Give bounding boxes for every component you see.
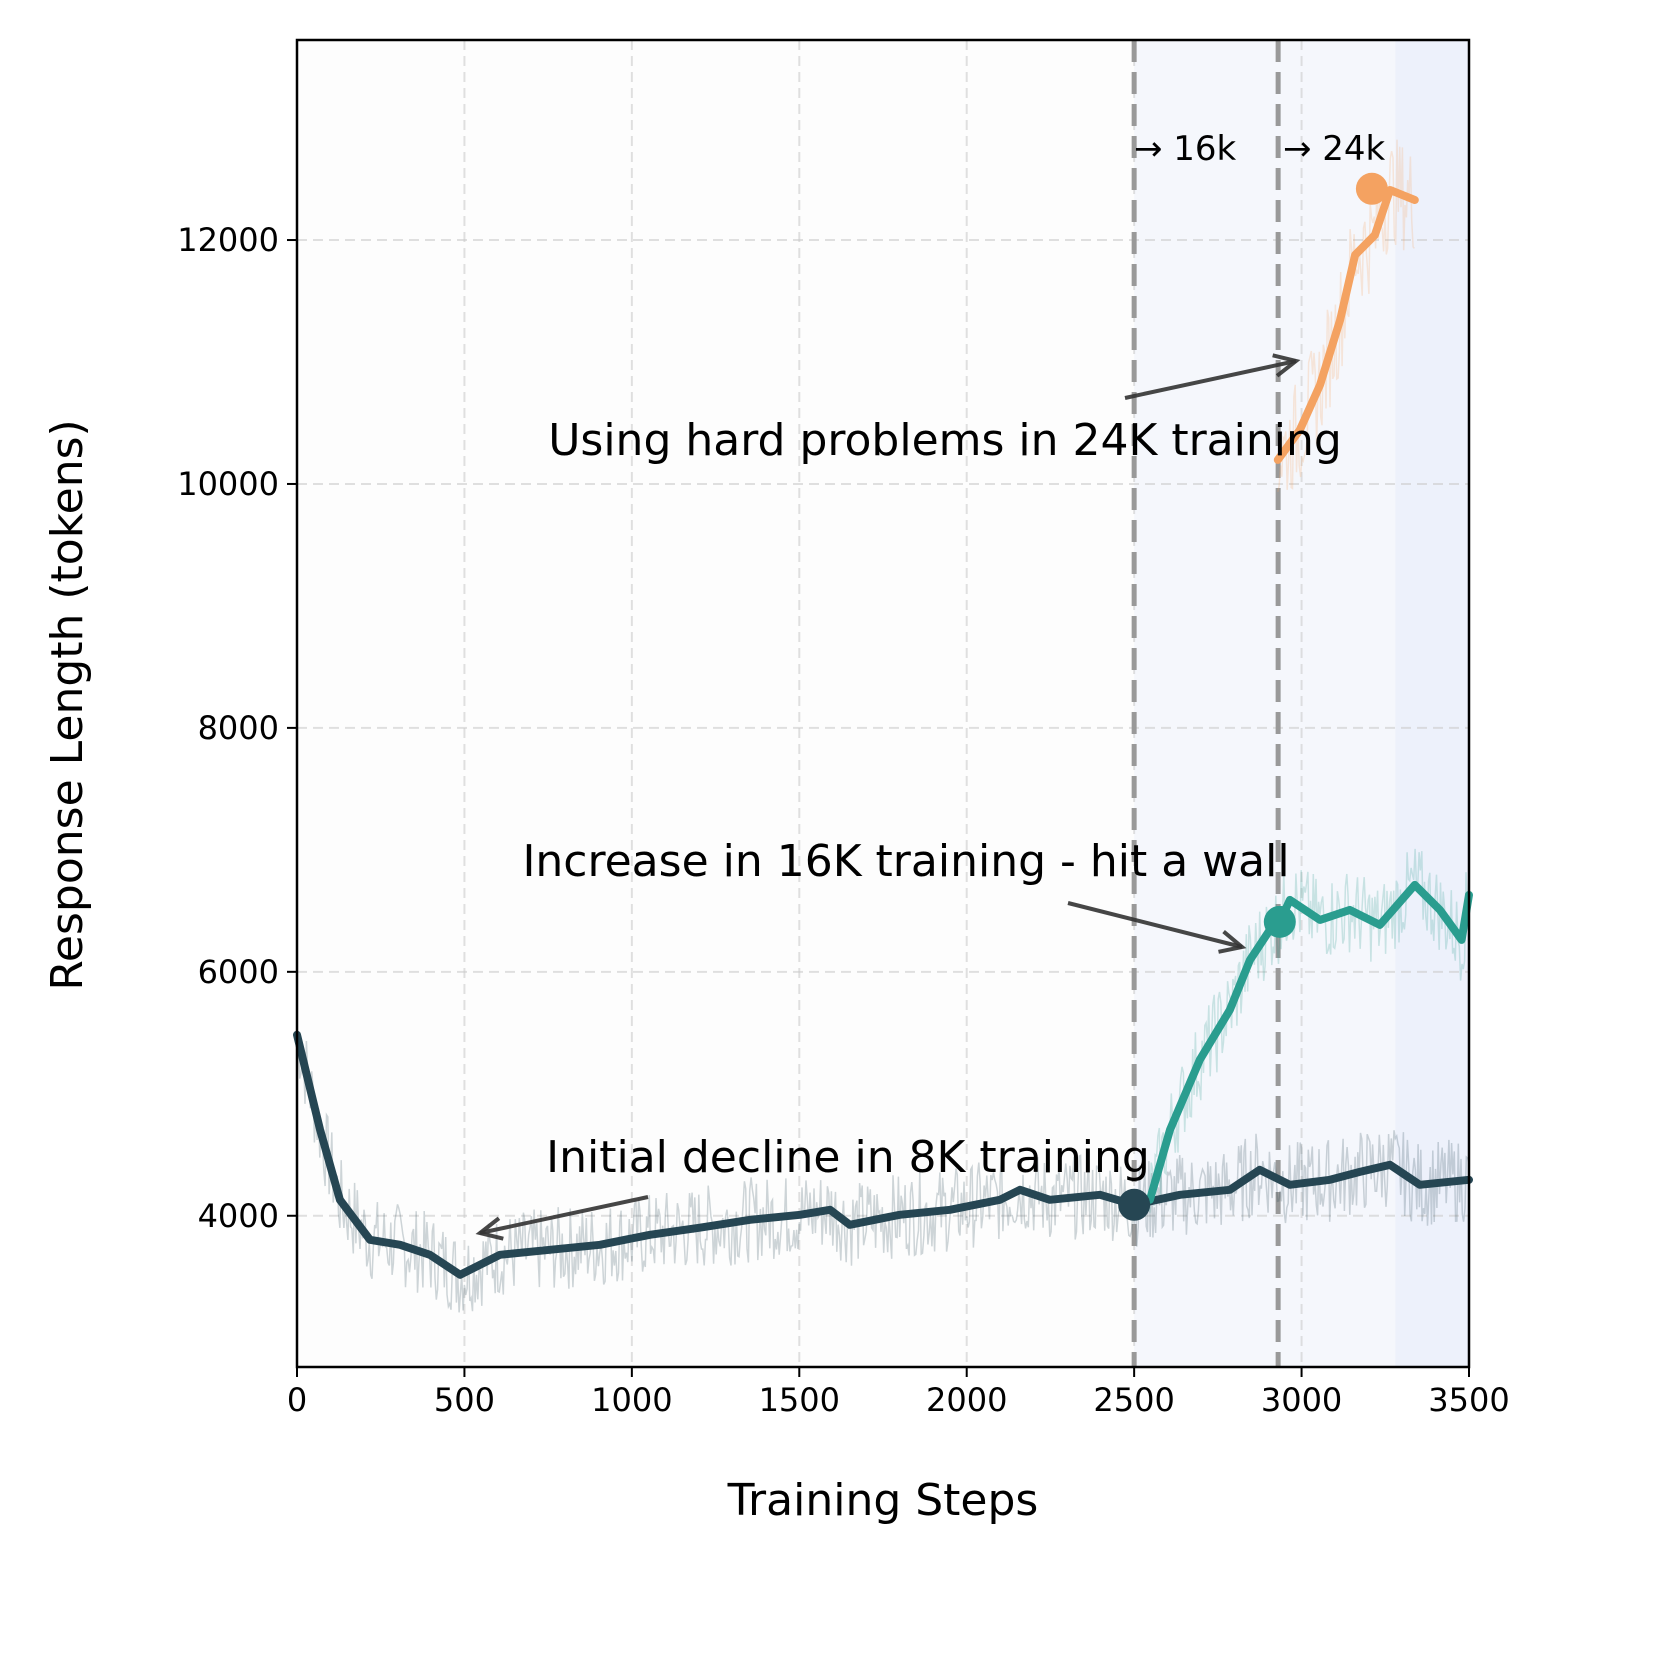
x-tick-label: 1000 [591,1381,672,1419]
y-tick-label: 8000 [198,709,279,747]
x-tick-label: 2000 [926,1381,1007,1419]
arrow-line [479,1195,649,1235]
annotation-24k: Using hard problems in 24K training [548,415,1342,466]
series-lines [293,186,1473,1279]
annotation-arrows [475,353,1301,1241]
noise-band [296,1034,1470,1313]
annotation-16k: Increase in 16K training - hit a wall [522,836,1289,887]
series-marker [1263,905,1296,938]
axis-ticks: 0 500 1000 1500 2000 2500 3000 3500 4000 6000 8000… [177,221,1510,1419]
y-tick-label: 4000 [198,1197,279,1235]
phase-lines [1131,40,1281,1367]
series-marker [1355,172,1388,205]
arrow-line [1067,901,1243,949]
series-line [1273,186,1419,464]
label-16k: → 16k [1134,129,1237,169]
x-tick-label: 1500 [759,1381,840,1419]
plot-frame [295,38,1471,1369]
y-tick-label: 10000 [177,465,279,503]
y-tick-label: 12000 [177,221,279,259]
arrow-line [1124,359,1297,400]
x-tick-label: 3000 [1261,1381,1342,1419]
x-tick-label: 500 [434,1381,495,1419]
label-24k: → 24k [1283,129,1386,169]
x-tick-label: 0 [287,1381,307,1419]
arrow-head [475,1216,504,1241]
y-axis-label: Response Length (tokens) [42,419,93,990]
series-marker [1118,1188,1151,1221]
x-tick-label: 3500 [1428,1381,1509,1419]
arrow-head [1272,353,1301,378]
series-markers [1118,172,1388,1221]
shaded-region-rect [1395,40,1469,1367]
x-tick-label: 2500 [1093,1381,1174,1419]
y-tick-label: 6000 [198,953,279,991]
series-line [1145,880,1473,1204]
series-line [293,1030,1473,1279]
annotation-8k: Initial decline in 8K training [546,1132,1150,1183]
x-axis-label: Training Steps [727,1475,1039,1526]
arrow-head [1218,930,1247,954]
annotations: Initial decline in 8K training Increase … [522,129,1385,1183]
